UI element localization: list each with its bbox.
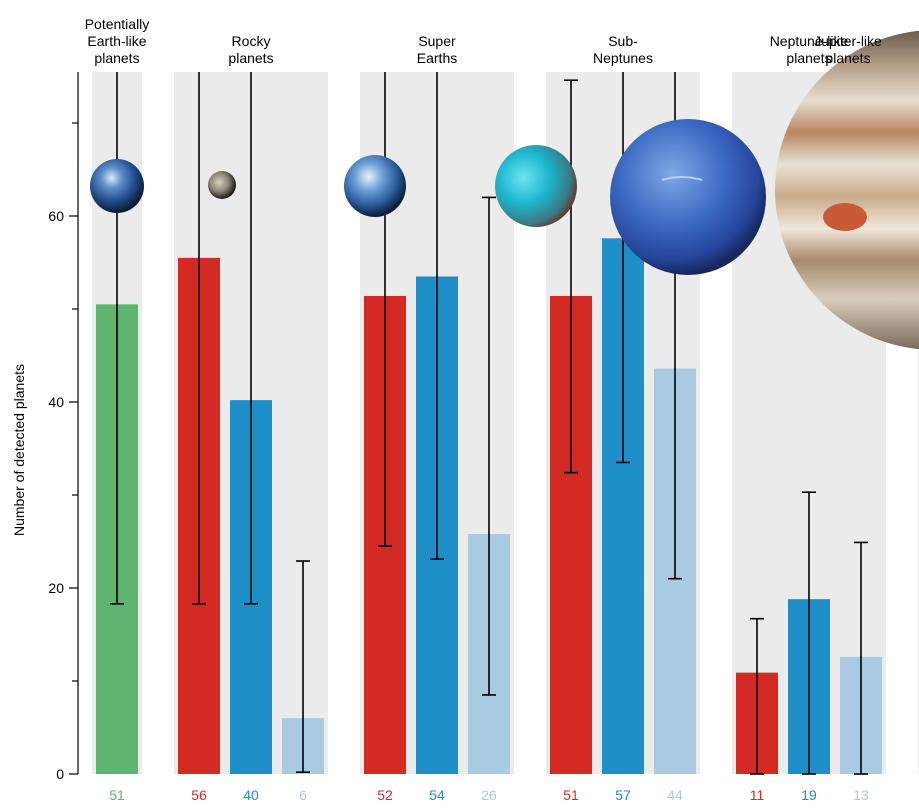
group-label-0-2: planets (94, 50, 139, 66)
value-label-1-2: 6 (299, 787, 307, 803)
group-label-3-0: Sub- (608, 33, 638, 49)
group-label-2-1: Earths (417, 50, 457, 66)
group-label-5-1: planets (825, 50, 870, 66)
rocky-planet-icon (208, 171, 236, 199)
value-label-2-0: 52 (377, 787, 393, 803)
sub-neptune-icon (495, 145, 577, 227)
value-label-0-0: 51 (109, 787, 125, 803)
value-label-3-1: 57 (615, 787, 631, 803)
group-label-5-0: Jupiter-like (814, 33, 882, 49)
y-tick-label-0: 0 (56, 766, 64, 782)
group-label-1-1: planets (228, 50, 273, 66)
value-label-4-0: 11 (750, 787, 765, 803)
group-labels: PotentiallyEarth-likeplanetsRockyplanets… (85, 16, 882, 66)
great-red-spot (823, 203, 867, 231)
neptune-icon (610, 119, 766, 275)
jupiter-icon (775, 30, 919, 350)
earth-icon (90, 159, 144, 213)
planet-illustrations (775, 30, 919, 350)
group-label-4-1: planets (786, 50, 831, 66)
y-tick-label-60: 60 (48, 208, 64, 224)
group-label-1-0: Rocky (232, 33, 271, 49)
value-label-1-1: 40 (243, 787, 259, 803)
value-label-2-1: 54 (429, 787, 445, 803)
value-label-4-2: 13 (853, 787, 869, 803)
group-label-0-0: Potentially (85, 16, 150, 32)
group-label-0-1: Earth-like (87, 33, 146, 49)
value-labels: 51564065254265157441119138128 (109, 787, 869, 803)
y-tick-label-20: 20 (48, 580, 64, 596)
y-axis-title: Number of detected planets (11, 364, 27, 536)
neptune-cloud (661, 176, 703, 181)
planet-illustrations-front (90, 119, 766, 275)
error-bars (110, 72, 868, 775)
value-label-3-0: 51 (563, 787, 579, 803)
y-tick-label-40: 40 (48, 394, 64, 410)
value-label-1-0: 56 (191, 787, 207, 803)
group-label-3-1: Neptunes (593, 50, 653, 66)
super-earth-icon (344, 155, 406, 217)
group-label-4-0: Neptune-like (770, 33, 849, 49)
value-label-4-1: 19 (801, 787, 817, 803)
value-label-2-2: 26 (481, 787, 497, 803)
group-label-2-0: Super (418, 33, 456, 49)
value-label-3-2: 44 (667, 787, 683, 803)
y-axis: 0 20 40 60 (48, 72, 79, 782)
